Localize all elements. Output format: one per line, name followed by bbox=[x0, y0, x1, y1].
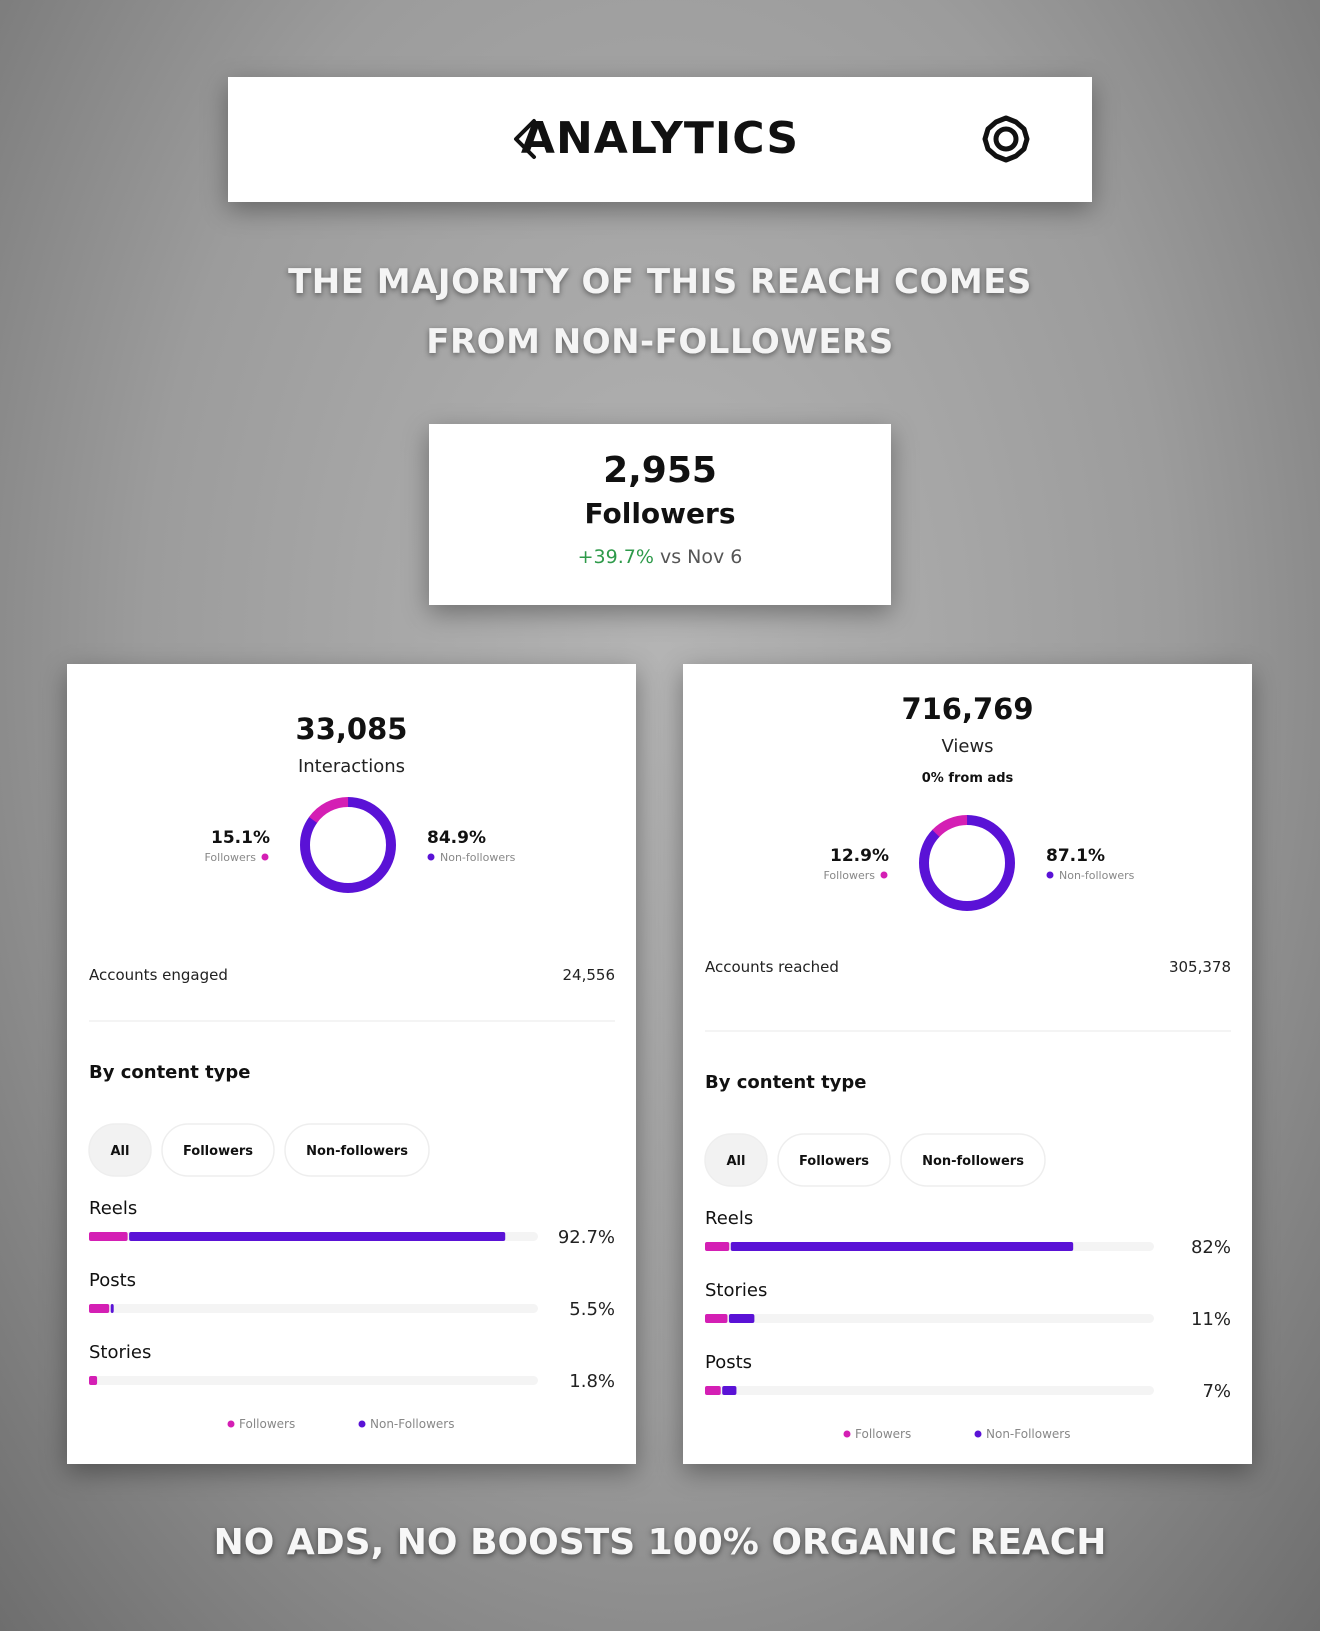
filter-pill[interactable] bbox=[161, 1123, 275, 1177]
donut-value-label: 84.9% bbox=[427, 828, 486, 848]
followers-change: +39.7% bbox=[577, 546, 654, 568]
followers-comparison: vs Nov 6 bbox=[659, 546, 743, 568]
bar-segment bbox=[722, 1386, 737, 1395]
donut-legend-dot bbox=[880, 871, 888, 879]
donut-legend-dot bbox=[1046, 871, 1054, 879]
bar-segment bbox=[705, 1242, 730, 1251]
header-bar: ANALYTICS bbox=[228, 77, 1092, 202]
filter-label: Followers bbox=[799, 1154, 869, 1169]
bar-segment bbox=[110, 1304, 114, 1313]
donut-segment bbox=[919, 815, 1015, 911]
bar-track bbox=[89, 1304, 538, 1313]
legend-label: Followers bbox=[239, 1417, 295, 1431]
legend-label: Non-Followers bbox=[370, 1417, 454, 1431]
panel-total: 716,769 bbox=[901, 692, 1033, 726]
panel-metric: Interactions bbox=[298, 756, 405, 777]
donut-label: Non-followers bbox=[440, 851, 516, 864]
settings-button[interactable] bbox=[981, 114, 1031, 164]
donut-label: Followers bbox=[823, 869, 875, 882]
row-label: Reels bbox=[705, 1208, 753, 1229]
insight-panel: 33,085 Interactions 15.1% Followers 84.9% Non… bbox=[67, 664, 636, 1464]
bar-segment bbox=[705, 1314, 728, 1323]
bar-track bbox=[705, 1314, 1154, 1323]
donut-legend-dot bbox=[261, 853, 269, 861]
legend-dot bbox=[358, 1420, 366, 1428]
followers-label: Followers bbox=[584, 497, 736, 530]
row-value-label: 1.8% bbox=[569, 1371, 615, 1392]
row-value-label: 5.5% bbox=[569, 1299, 615, 1320]
row-value-label: 11% bbox=[1191, 1309, 1231, 1330]
accounts-label: Accounts engaged bbox=[89, 966, 228, 984]
bar-segment bbox=[89, 1232, 128, 1241]
filter-pill[interactable] bbox=[777, 1133, 891, 1187]
bar-segment bbox=[730, 1242, 1074, 1251]
bar-segment bbox=[89, 1376, 98, 1385]
legend-dot bbox=[227, 1420, 235, 1428]
filter-label: Non-followers bbox=[922, 1154, 1024, 1169]
section-title: By content type bbox=[705, 1072, 867, 1093]
row-label: Posts bbox=[89, 1270, 136, 1291]
donut-legend-dot bbox=[427, 853, 435, 861]
filter-label: Non-followers bbox=[306, 1144, 408, 1159]
filter-label: Followers bbox=[183, 1144, 253, 1159]
insight-panel: 716,769 Views 0% from ads 12.9% Followers 87.… bbox=[683, 664, 1252, 1464]
legend-dot bbox=[974, 1430, 982, 1438]
panel-total: 33,085 bbox=[296, 712, 408, 746]
row-value-label: 82% bbox=[1191, 1237, 1231, 1258]
bar-segment bbox=[728, 1314, 755, 1323]
accounts-value: 24,556 bbox=[563, 966, 616, 984]
filter-pill[interactable] bbox=[704, 1133, 768, 1187]
accounts-label: Accounts reached bbox=[705, 958, 839, 976]
panel-metric: Views bbox=[941, 736, 993, 757]
bar-segment bbox=[129, 1232, 506, 1241]
headline-line: THE MAJORITY OF THIS REACH COMES bbox=[288, 262, 1032, 302]
donut-value-label: 87.1% bbox=[1046, 846, 1105, 866]
back-button[interactable] bbox=[510, 117, 540, 161]
donut-value-label: 12.9% bbox=[830, 846, 889, 866]
bar-segment bbox=[705, 1386, 721, 1395]
headline-line: FROM NON-FOLLOWERS bbox=[426, 322, 894, 362]
row-value-label: 7% bbox=[1202, 1381, 1231, 1402]
filter-label: All bbox=[727, 1154, 746, 1169]
donut-label: Followers bbox=[204, 851, 256, 864]
bar-track bbox=[705, 1386, 1154, 1395]
legend-label: Non-Followers bbox=[986, 1427, 1070, 1441]
row-label: Stories bbox=[89, 1342, 151, 1363]
donut-label: Non-followers bbox=[1059, 869, 1135, 882]
panel-note: 0% from ads bbox=[922, 771, 1014, 786]
donut-value-label: 15.1% bbox=[211, 828, 270, 848]
row-value-label: 92.7% bbox=[558, 1227, 615, 1248]
followers-card: 2,955 Followers +39.7% vs Nov 6 bbox=[429, 424, 891, 605]
header-title: ANALYTICS bbox=[520, 113, 800, 164]
panel-canvas: 33,085 Interactions 15.1% Followers 84.9% Non… bbox=[88, 712, 616, 1431]
bar-track bbox=[89, 1376, 538, 1385]
legend-dot bbox=[843, 1430, 851, 1438]
footer-text: NO ADS, NO BOOSTS 100% ORGANIC REACH bbox=[213, 1522, 1107, 1563]
filter-pill[interactable] bbox=[88, 1123, 152, 1177]
row-label: Stories bbox=[705, 1280, 767, 1301]
bar-segment bbox=[89, 1304, 110, 1313]
legend-label: Followers bbox=[855, 1427, 911, 1441]
panel-canvas: 716,769 Views 0% from ads 12.9% Followers 87.… bbox=[704, 692, 1231, 1441]
followers-change-row: +39.7% vs Nov 6 bbox=[429, 546, 891, 568]
accounts-value: 305,378 bbox=[1169, 958, 1231, 976]
filter-pill[interactable] bbox=[900, 1133, 1046, 1187]
row-label: Posts bbox=[705, 1352, 752, 1373]
filter-label: All bbox=[111, 1144, 130, 1159]
followers-count: 2,955 bbox=[603, 450, 717, 491]
filter-pill[interactable] bbox=[284, 1123, 430, 1177]
row-label: Reels bbox=[89, 1198, 137, 1219]
section-title: By content type bbox=[89, 1062, 251, 1083]
